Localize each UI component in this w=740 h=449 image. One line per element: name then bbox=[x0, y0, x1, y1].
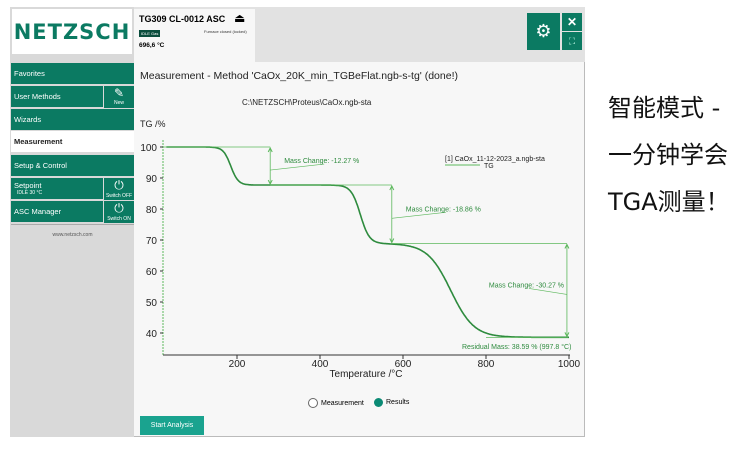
x-tick-label: 200 bbox=[229, 359, 246, 370]
leader-line bbox=[270, 163, 325, 171]
arrow-head bbox=[267, 179, 273, 186]
mass-change-label: Mass Change: -12.27 % bbox=[284, 158, 359, 165]
nav-setup-control[interactable]: Setup & Control bbox=[11, 155, 134, 177]
y-tick-label: 60 bbox=[146, 267, 158, 278]
x-tick-label: 1000 bbox=[558, 359, 581, 370]
radio-results[interactable]: Results bbox=[374, 398, 409, 407]
y-tick-label: 50 bbox=[146, 298, 158, 309]
arrow-head bbox=[389, 184, 395, 191]
nav-favorites[interactable]: Favorites bbox=[11, 63, 134, 85]
page-title: Measurement - Method 'CaOx_20K_min_TGBeF… bbox=[140, 70, 458, 82]
y-tick-label: 70 bbox=[146, 236, 158, 247]
new-method-button[interactable]: ✎ New bbox=[103, 86, 134, 108]
fullscreen-icon[interactable]: ⛶ bbox=[562, 32, 582, 50]
settings-gear-icon[interactable]: ⚙ bbox=[527, 13, 560, 50]
tg-curve bbox=[166, 146, 569, 339]
leader-line bbox=[528, 288, 567, 295]
x-axis-label: Temperature /°C bbox=[330, 369, 403, 380]
legend-file: [1] CaOx_11-12-2023_a.ngb-sta bbox=[445, 156, 545, 163]
nav-wizards[interactable]: Wizards bbox=[11, 109, 134, 131]
caption-line: 一分钟学会 bbox=[608, 141, 728, 169]
mass-change-label: Mass Change: -30.27 % bbox=[489, 282, 564, 289]
power-icon: ⏻ bbox=[114, 178, 124, 192]
instrument-tab[interactable]: TG309 CL-0012 ASC ⏏ IDLE Gas Furnace clo… bbox=[134, 9, 255, 62]
y-tick-label: 40 bbox=[146, 329, 158, 340]
x-tick-label: 600 bbox=[395, 359, 412, 370]
caption-line: 智能模式 - bbox=[608, 94, 721, 122]
arrow-head bbox=[564, 243, 570, 249]
file-path: C:\NETZSCH\Proteus\CaOx.ngb-sta bbox=[242, 98, 372, 107]
y-tick-label: 80 bbox=[146, 205, 158, 216]
arrow-head bbox=[564, 332, 570, 338]
switch-on-button[interactable]: ⏻ Switch ON bbox=[103, 201, 134, 223]
nav-measurement[interactable]: Measurement bbox=[11, 131, 134, 153]
caption-line: TGA测量！ bbox=[608, 188, 730, 216]
arrow-head bbox=[267, 146, 273, 153]
status-badge: IDLE Gas bbox=[139, 30, 161, 37]
edit-icon: ✎ bbox=[113, 86, 125, 100]
arrow-head bbox=[389, 238, 395, 244]
y-tick-label: 90 bbox=[146, 174, 158, 185]
switch-off-button[interactable]: ⏻ Switch OFF bbox=[103, 178, 134, 200]
residual-mass-label: Residual Mass: 38.59 % (997.8 °C) bbox=[462, 343, 571, 351]
radio-measurement[interactable]: Measurement bbox=[308, 398, 364, 408]
y-tick-label: 100 bbox=[140, 143, 157, 154]
x-tick-label: 800 bbox=[478, 359, 495, 370]
start-analysis-button[interactable]: Start Analysis bbox=[140, 416, 204, 435]
leader-line bbox=[391, 211, 446, 219]
mass-change-label: Mass Change: -18.86 % bbox=[406, 206, 481, 213]
power-icon: ⏻ bbox=[114, 201, 124, 215]
x-tick-label: 400 bbox=[312, 359, 329, 370]
website-link[interactable]: www.netzsch.com bbox=[52, 232, 93, 238]
netzsch-logo: NETZSCH bbox=[12, 9, 132, 54]
furnace-icon: ⏏ bbox=[234, 11, 246, 25]
close-icon[interactable]: ✕ bbox=[562, 13, 582, 31]
legend-series: TG bbox=[484, 163, 494, 170]
y-axis-label: TG /% bbox=[140, 119, 166, 129]
